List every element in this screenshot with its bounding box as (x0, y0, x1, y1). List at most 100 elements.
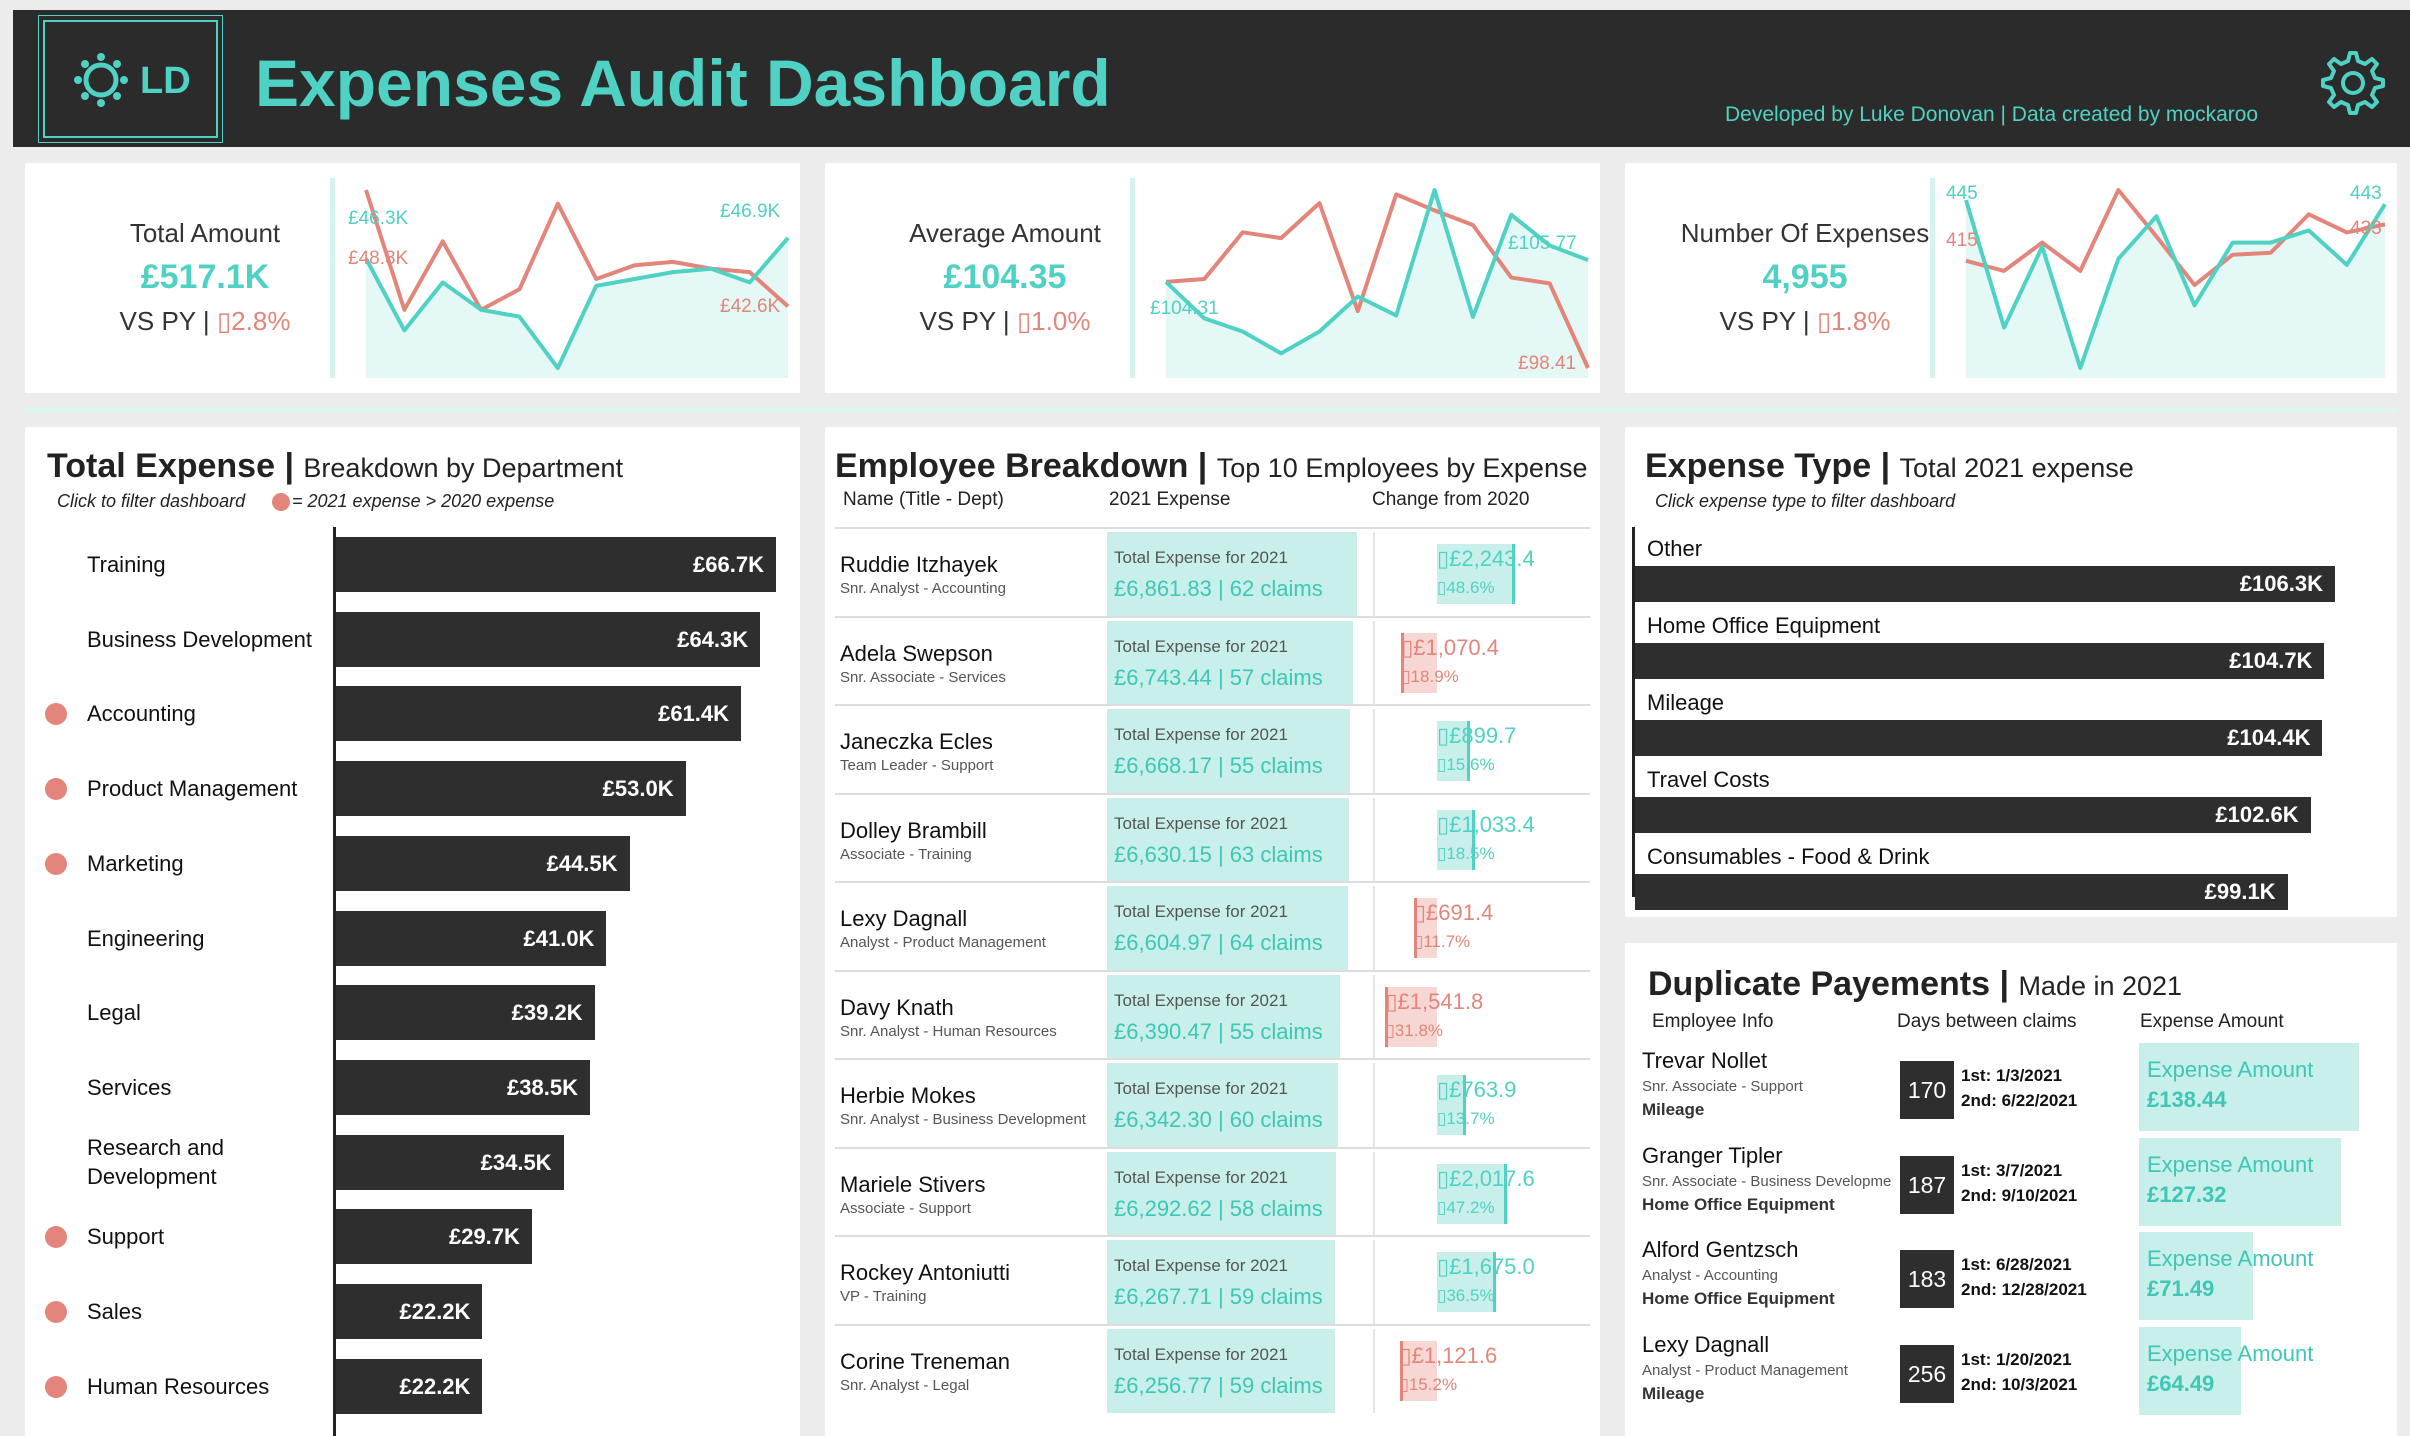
department-row[interactable]: Product Management £53.0K (25, 761, 800, 817)
expense-type-bar[interactable]: £104.7K (1635, 643, 2325, 679)
department-value: £29.7K (448, 1224, 520, 1250)
dashboard-title: Expenses Audit Dashboard (255, 46, 1111, 120)
amount-bar[interactable]: Expense Amount £71.49 (2139, 1232, 2313, 1320)
table-row[interactable]: Corine Treneman Snr. Analyst - Legal Total… (825, 1323, 1600, 1415)
expense-type-row[interactable]: Other £106.3K (1625, 532, 2397, 607)
spark-axis (330, 178, 335, 378)
expense-bar[interactable]: Total Expense for 2021 £6,267.71 | 59 cla… (1107, 1240, 1336, 1324)
expense-type-row[interactable]: Consumables - Food & Drink £99.1K (1625, 840, 2397, 915)
change-marker (1401, 632, 1405, 693)
expense-type-bar[interactable]: £104.4K (1635, 720, 2323, 756)
change-amount: ▯£1,675.0 (1437, 1254, 1535, 1279)
increase-dot (45, 1375, 67, 1398)
second-claim-date: 2nd: 12/28/2021 (1961, 1280, 2087, 1299)
change-divider (1373, 1328, 1375, 1413)
duplicate-role: Snr. Associate - Support (1642, 1078, 1803, 1095)
department-row[interactable]: Sales £22.2K (25, 1284, 800, 1340)
expense-type-row[interactable]: Home Office Equipment £104.7K (1625, 609, 2397, 684)
table-row[interactable]: Dolley Brambill Associate - Training Total… (825, 792, 1600, 884)
row-separator (835, 881, 1590, 883)
employee-name: Mariele Stivers (840, 1171, 986, 1197)
duplicate-row[interactable]: Lexy Dagnall Analyst - Product Management… (1625, 1326, 2397, 1417)
duplicate-row[interactable]: Trevar Nollet Snr. Associate - Support Mil… (1625, 1043, 2397, 1133)
change-percent: ▯47.2% (1437, 1197, 1495, 1217)
employee-role: Snr. Analyst - Legal (840, 1376, 970, 1394)
kpi-card-average-amount[interactable]: Average Amount £104.35 VS PY | ▯1.0% £10… (825, 163, 1600, 393)
row-separator (835, 527, 1590, 529)
expense-bar[interactable]: Total Expense for 2021 £6,292.62 | 58 cla… (1107, 1151, 1337, 1236)
change-marker (1471, 809, 1475, 870)
change-amount: ▯£1,070.4 (1401, 634, 1499, 660)
axis-line (1632, 527, 1635, 897)
department-bar[interactable]: £29.7K (336, 1209, 532, 1265)
expense-bar[interactable]: Total Expense for 2021 £6,743.44 | 57 cla… (1107, 620, 1353, 705)
department-row[interactable]: Training £66.7K (25, 537, 800, 593)
department-row[interactable]: Accounting £61.4K (25, 686, 800, 742)
department-row[interactable]: Business Development £64.3K (25, 611, 800, 668)
table-row[interactable]: Davy Knath Snr. Analyst - Human Resources… (825, 969, 1600, 1061)
expense-type-row[interactable]: Travel Costs £102.6K (1625, 763, 2397, 838)
amount-bar[interactable]: Expense Amount £127.32 (2139, 1137, 2342, 1226)
duplicate-name: Lexy Dagnall (1642, 1331, 1770, 1357)
expense-type-bars: Other £106.3K Home Office Equipment £104.7K… (1625, 427, 2397, 917)
kpi-label: Average Amount (909, 218, 1101, 248)
department-bar[interactable]: £66.7K (336, 537, 776, 592)
duplicate-name: Alford Gentzsch (1642, 1237, 1799, 1262)
department-bar[interactable]: £53.0K (336, 761, 686, 817)
second-claim-date: 2nd: 6/22/2021 (1961, 1091, 2078, 1110)
department-bar[interactable]: £22.2K (336, 1358, 483, 1414)
duplicate-row[interactable]: Alford Gentzsch Analyst - Accounting Home … (1625, 1232, 2397, 1322)
expense-bar[interactable]: Total Expense for 2021 £6,630.15 | 63 cla… (1107, 797, 1349, 882)
table-row[interactable]: Mariele Stivers Associate - Support Total … (825, 1146, 1600, 1238)
department-bar[interactable]: £22.2K (336, 1284, 483, 1339)
table-row[interactable]: Rockey Antoniutti VP - Training Total Expe… (825, 1235, 1600, 1326)
employee-panel: Employee Breakdown | Top 10 Employees by… (825, 427, 1600, 1436)
change-amount: ▯£1,033.4 (1437, 811, 1535, 837)
department-row[interactable]: Services £38.5K (25, 1059, 800, 1116)
department-bar[interactable]: £64.3K (336, 611, 761, 667)
table-row[interactable]: Ruddie Itzhayek Snr. Analyst - Accounting… (825, 527, 1600, 618)
department-row[interactable]: Legal £39.2K (25, 985, 800, 1041)
department-bar[interactable]: £41.0K (336, 910, 607, 966)
department-row[interactable]: Support £29.7K (25, 1209, 800, 1265)
expense-bar[interactable]: Total Expense for 2021 £6,861.83 | 62 cla… (1107, 532, 1357, 616)
table-row[interactable]: Lexy Dagnall Analyst - Product Management… (825, 881, 1600, 972)
amount-bar[interactable]: Expense Amount £64.49 (2139, 1326, 2313, 1415)
table-row[interactable]: Adela Swepson Snr. Associate - Services To… (825, 615, 1600, 707)
change-percent: ▯36.5% (1437, 1286, 1495, 1305)
gear-icon[interactable] (2318, 48, 2388, 118)
duplicate-name: Trevar Nollet (1642, 1048, 1768, 1073)
department-bar[interactable]: £61.4K (336, 686, 742, 742)
expense-bar[interactable]: Total Expense for 2021 £6,604.97 | 64 cla… (1107, 886, 1348, 970)
expense-type-bar[interactable]: £102.6K (1635, 797, 2311, 833)
department-bar[interactable]: £38.5K (336, 1059, 590, 1115)
change-bar (1437, 1252, 1493, 1312)
department-row[interactable]: Engineering £41.0K (25, 910, 800, 967)
expense-bar[interactable]: Total Expense for 2021 £6,390.47 | 55 cla… (1107, 974, 1340, 1059)
table-row[interactable]: Janeczka Ecles Team Leader - Support Total… (825, 704, 1600, 795)
table-row[interactable]: Herbie Mokes Snr. Analyst - Business Deve… (825, 1058, 1600, 1149)
department-label: Human Resources (87, 1373, 270, 1399)
department-bar[interactable]: £44.5K (336, 835, 630, 891)
department-bar[interactable]: £34.5K (336, 1134, 564, 1190)
expense-bar[interactable]: Total Expense for 2021 £6,256.77 | 59 cla… (1107, 1328, 1335, 1413)
amount-bar[interactable]: Expense Amount £138.44 (2139, 1043, 2359, 1131)
expense-type-row[interactable]: Mileage £104.4K (1625, 686, 2397, 761)
expense-bar[interactable]: Total Expense for 2021 £6,342.30 | 60 cla… (1107, 1063, 1339, 1147)
employee-role: Snr. Analyst - Human Resources (840, 1022, 1057, 1040)
department-row[interactable]: Marketing £44.5K (25, 835, 800, 892)
expense-type-panel: Expense Type | Total 2021 expense Click … (1625, 427, 2397, 917)
expense-bar[interactable]: Total Expense for 2021 £6,668.17 | 55 cla… (1107, 709, 1350, 793)
employee-role: Snr. Analyst - Business Development (840, 1111, 1086, 1128)
expense-type-bar[interactable]: £106.3K (1635, 566, 2335, 602)
row-separator (835, 1235, 1590, 1237)
kpi-card-total-amount[interactable]: Total Amount £517.1K VS PY | ▯2.8% £46.3… (25, 163, 800, 393)
employee-name: Ruddie Itzhayek (840, 552, 998, 577)
department-row[interactable]: Research and Development £34.5K (25, 1134, 800, 1191)
duplicate-row[interactable]: Granger Tipler Snr. Associate - Business … (1625, 1137, 2397, 1228)
kpi-card-number-of-expenses[interactable]: Number Of Expenses 4,955 VS PY | ▯1.8% 4… (1625, 163, 2397, 393)
expense-type-bar[interactable]: £99.1K (1635, 874, 2288, 910)
department-bar[interactable]: £39.2K (336, 985, 595, 1041)
spark-area-current (1166, 190, 1588, 378)
department-row[interactable]: Human Resources £22.2K (25, 1358, 800, 1415)
